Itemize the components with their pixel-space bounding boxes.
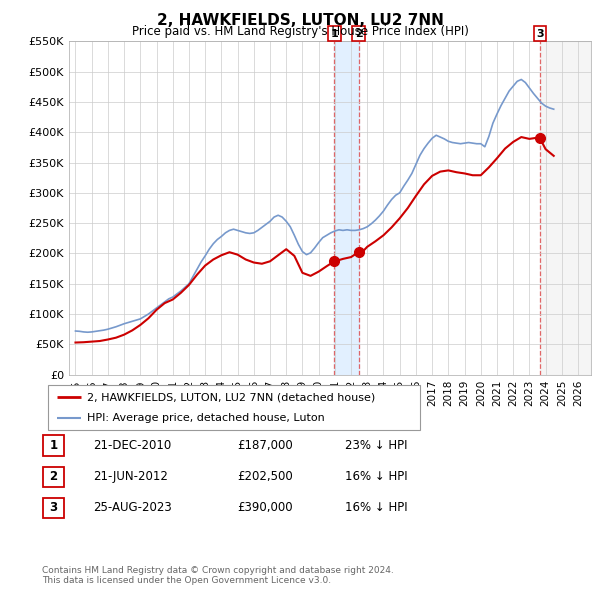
Text: 21-DEC-2010: 21-DEC-2010 xyxy=(93,439,171,452)
Text: 2, HAWKFIELDS, LUTON, LU2 7NN: 2, HAWKFIELDS, LUTON, LU2 7NN xyxy=(157,13,443,28)
FancyBboxPatch shape xyxy=(43,467,64,487)
Text: 1: 1 xyxy=(331,28,338,38)
Text: £187,000: £187,000 xyxy=(237,439,293,452)
FancyBboxPatch shape xyxy=(43,435,64,455)
Text: 2: 2 xyxy=(49,470,58,483)
Text: 16% ↓ HPI: 16% ↓ HPI xyxy=(345,502,407,514)
Bar xyxy=(540,41,591,375)
Text: 2, HAWKFIELDS, LUTON, LU2 7NN (detached house): 2, HAWKFIELDS, LUTON, LU2 7NN (detached … xyxy=(87,392,376,402)
Text: £202,500: £202,500 xyxy=(237,470,293,483)
Text: 16% ↓ HPI: 16% ↓ HPI xyxy=(345,470,407,483)
Text: 1: 1 xyxy=(49,439,58,452)
Text: HPI: Average price, detached house, Luton: HPI: Average price, detached house, Luto… xyxy=(87,414,325,423)
Bar xyxy=(334,41,359,375)
Text: 3: 3 xyxy=(49,502,58,514)
Text: 2: 2 xyxy=(355,28,362,38)
FancyBboxPatch shape xyxy=(43,498,64,518)
Text: 25-AUG-2023: 25-AUG-2023 xyxy=(93,502,172,514)
Text: Price paid vs. HM Land Registry's House Price Index (HPI): Price paid vs. HM Land Registry's House … xyxy=(131,25,469,38)
FancyBboxPatch shape xyxy=(48,385,420,430)
Text: 3: 3 xyxy=(536,28,544,38)
Text: Contains HM Land Registry data © Crown copyright and database right 2024.
This d: Contains HM Land Registry data © Crown c… xyxy=(42,566,394,585)
Text: 23% ↓ HPI: 23% ↓ HPI xyxy=(345,439,407,452)
Text: £390,000: £390,000 xyxy=(237,502,293,514)
Text: 21-JUN-2012: 21-JUN-2012 xyxy=(93,470,168,483)
